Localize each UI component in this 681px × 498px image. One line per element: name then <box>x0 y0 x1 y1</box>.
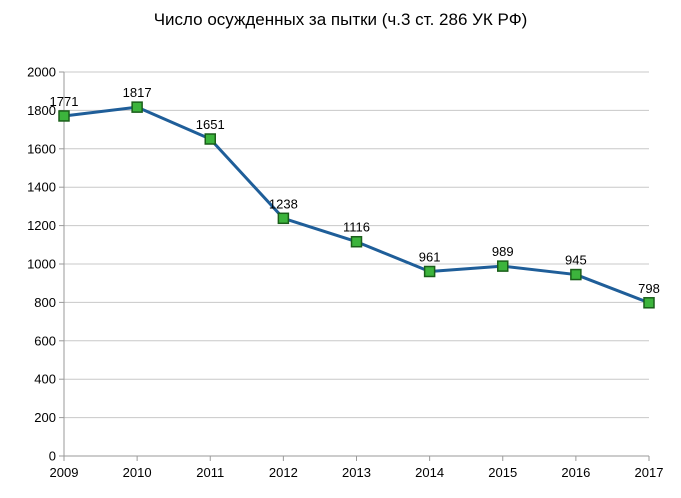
data-label: 1116 <box>343 220 370 235</box>
x-tick-label: 2015 <box>488 465 517 480</box>
series-line <box>63 105 650 305</box>
x-tick-label: 2012 <box>269 465 298 480</box>
data-point <box>497 260 509 272</box>
y-tick-label: 1200 <box>27 218 56 233</box>
y-tick-label: 2000 <box>27 65 56 80</box>
y-tick-label: 200 <box>34 410 56 425</box>
y-tick-label: 0 <box>49 449 56 464</box>
data-label: 1651 <box>196 117 225 132</box>
data-point <box>204 133 216 145</box>
data-label: 798 <box>638 281 660 296</box>
data-point <box>643 297 655 309</box>
y-tick-label: 600 <box>34 333 56 348</box>
x-tick-label: 2010 <box>123 465 152 480</box>
x-tick-label: 2014 <box>415 465 444 480</box>
y-tick-label: 1000 <box>27 257 56 272</box>
chart-title: Число осужденных за пытки (ч.3 ст. 286 У… <box>153 10 528 29</box>
data-point <box>570 268 582 281</box>
x-tick-label: 2017 <box>635 465 664 480</box>
y-tick-label: 1400 <box>27 180 56 195</box>
y-tick-label: 800 <box>34 295 56 310</box>
data-label: 1238 <box>269 196 298 211</box>
data-label: 1771 <box>50 94 79 109</box>
data-label: 945 <box>565 253 587 268</box>
y-tick-label: 1600 <box>27 141 56 156</box>
x-tick-label: 2009 <box>50 465 79 480</box>
data-point <box>131 101 143 113</box>
data-point <box>58 110 70 122</box>
x-tick-label: 2013 <box>342 465 371 480</box>
y-tick-label: 400 <box>34 372 56 387</box>
data-point <box>423 265 436 278</box>
data-label: 989 <box>492 244 514 259</box>
y-tick-label: 1800 <box>27 103 56 118</box>
data-point <box>277 212 290 225</box>
x-tick-label: 2011 <box>196 465 224 480</box>
x-tick-label: 2016 <box>561 465 590 480</box>
data-label: 1817 <box>123 85 152 100</box>
data-label: 961 <box>419 249 441 264</box>
data-point <box>350 235 363 248</box>
